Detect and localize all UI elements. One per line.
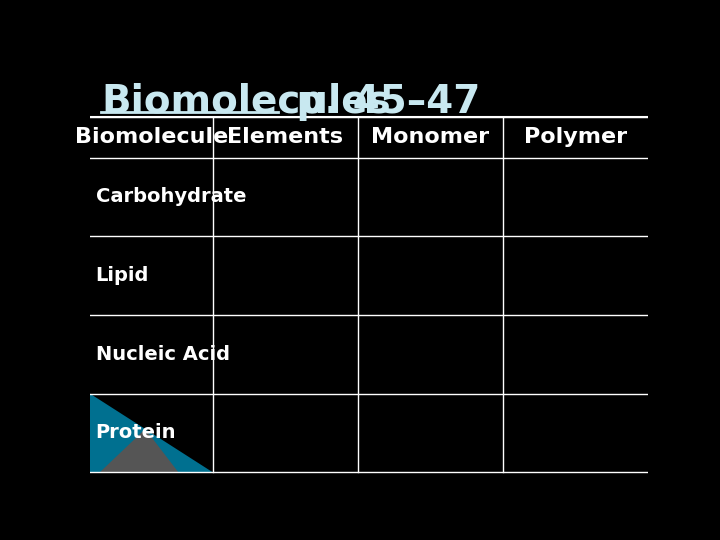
Text: Carbohydrate: Carbohydrate: [96, 187, 246, 206]
Text: Monomer: Monomer: [372, 127, 490, 147]
Text: p. 45–47: p. 45–47: [282, 83, 480, 120]
Polygon shape: [100, 429, 179, 472]
Text: Biomolecules: Biomolecules: [101, 83, 391, 120]
Text: Elements: Elements: [228, 127, 343, 147]
Polygon shape: [90, 394, 213, 472]
Text: Lipid: Lipid: [96, 266, 149, 285]
Text: Biomolecule: Biomolecule: [75, 127, 228, 147]
Text: Polymer: Polymer: [524, 127, 627, 147]
Text: Protein: Protein: [96, 423, 176, 442]
Text: Nucleic Acid: Nucleic Acid: [96, 345, 230, 364]
